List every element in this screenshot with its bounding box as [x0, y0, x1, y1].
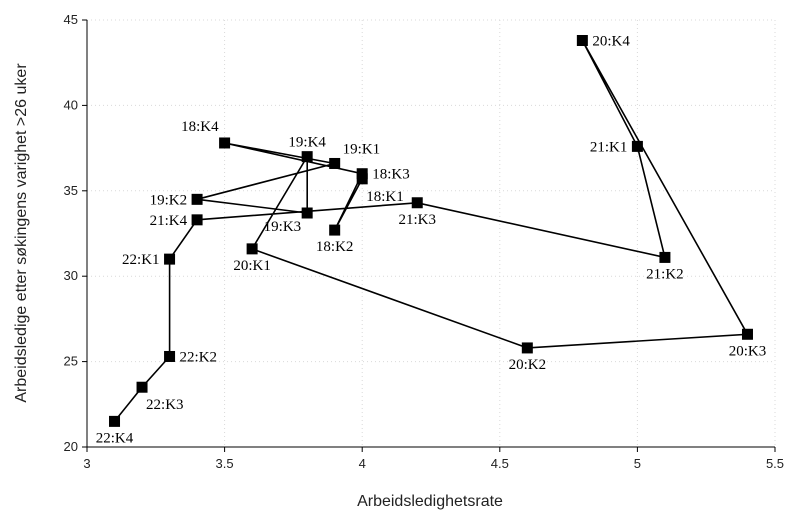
- data-point-marker: [741, 328, 753, 340]
- data-point-label: 18:K2: [316, 239, 354, 255]
- axes-layer: 3 3.5 4 4.5 5 5.5 20 25 30 35 40 45: [64, 12, 785, 471]
- data-point-marker: [109, 415, 121, 427]
- data-point-marker: [164, 253, 176, 265]
- data-point-label: 21:K2: [646, 266, 684, 282]
- data-point-label: 20:K1: [233, 258, 271, 274]
- data-point-marker: [301, 151, 313, 163]
- data-point-marker: [411, 197, 423, 209]
- y-tick-label: 25: [64, 354, 78, 369]
- x-axis-title: Arbeidsledighetsrate: [357, 493, 503, 510]
- data-point-label: 19:K2: [150, 192, 188, 208]
- data-point-label: 21:K3: [398, 212, 436, 228]
- data-point-label: 22:K3: [146, 397, 184, 413]
- data-point-marker: [246, 243, 258, 255]
- series-markers: [109, 34, 753, 427]
- data-point-label: 19:K4: [288, 135, 326, 151]
- y-tick-label: 45: [64, 12, 78, 27]
- series-lines: [113, 40, 749, 422]
- y-axis-title: Arbeidsledige etter søkingens varighet >…: [13, 63, 30, 403]
- y-tick-label: 40: [64, 97, 78, 112]
- point-labels: 18:K1 18:K2 18:K3 18:K4 19:K1 19:K2 19:K3 19:K4…: [96, 33, 766, 446]
- data-point-marker: [191, 214, 203, 226]
- data-point-marker: [576, 34, 588, 46]
- data-point-label: 21:K1: [590, 139, 628, 155]
- data-point-label: 19:K1: [343, 141, 381, 157]
- data-point-marker: [301, 207, 313, 219]
- data-point-marker: [521, 342, 533, 354]
- data-point-label: 20:K2: [509, 357, 547, 373]
- data-point-marker: [136, 381, 148, 393]
- data-point-marker: [356, 168, 368, 180]
- x-tick-label: 5: [634, 456, 641, 471]
- data-point-marker: [191, 193, 203, 205]
- grid-layer: [86, 19, 776, 448]
- x-tick-label: 4.5: [491, 456, 509, 471]
- data-point-label: 19:K3: [264, 219, 302, 235]
- data-point-label: 18:K3: [372, 167, 410, 183]
- data-point-label: 22:K1: [122, 252, 160, 268]
- x-tick-label: 5.5: [766, 456, 784, 471]
- data-point-marker: [631, 140, 643, 152]
- data-point-label: 21:K4: [150, 213, 188, 229]
- data-point-label: 20:K4: [592, 33, 630, 49]
- y-tick-label: 20: [64, 439, 78, 454]
- data-point-label: 18:K1: [366, 189, 404, 205]
- data-point-marker: [329, 224, 341, 236]
- x-tick-label: 3: [83, 456, 90, 471]
- data-point-label: 22:K2: [180, 349, 218, 365]
- data-point-label: 20:K3: [729, 343, 767, 359]
- data-point-marker: [329, 157, 341, 169]
- y-tick-label: 35: [64, 183, 78, 198]
- data-point-marker: [164, 350, 176, 362]
- data-point-label: 22:K4: [96, 430, 134, 446]
- x-tick-label: 3.5: [216, 456, 234, 471]
- series-path: [113, 40, 749, 422]
- y-tick-label: 30: [64, 268, 78, 283]
- data-point-label: 18:K4: [181, 119, 219, 135]
- data-point-marker: [659, 251, 671, 263]
- x-tick-label: 4: [359, 456, 366, 471]
- data-point-marker: [219, 137, 231, 149]
